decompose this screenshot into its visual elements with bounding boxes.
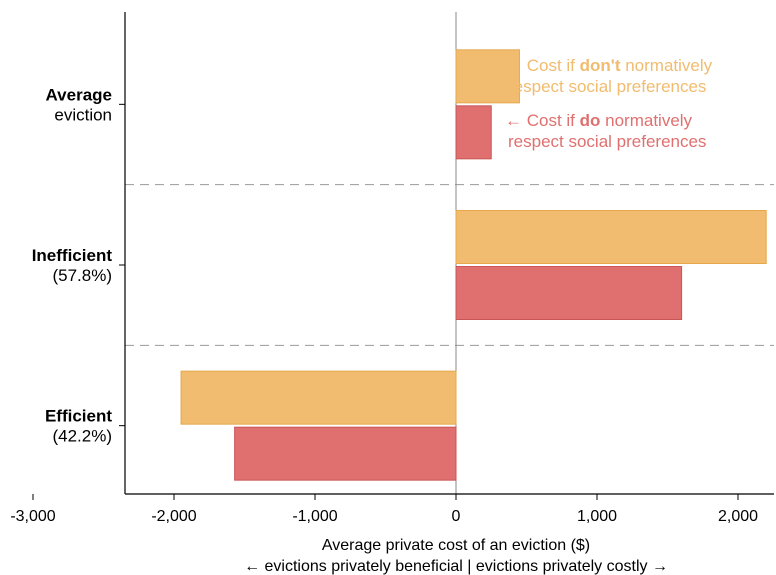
bar [455,49,520,104]
bar [234,426,457,481]
x-axis-title: Average private cost of an eviction ($) [322,537,590,554]
x-tick-label: 0 [452,508,461,525]
category-label: Average [46,85,112,104]
x-ticks: -4,000-3,000-2,000-1,00001,0002,0003,000… [10,494,758,525]
bars [180,49,767,481]
x-tick-label: -3,000 [10,508,55,525]
category-label: Inefficient [32,246,113,265]
category-sublabel: (42.2%) [52,427,112,446]
category-label: Efficient [45,407,112,426]
x-axis-subtitle: ← evictions privately beneficial | evict… [244,558,668,575]
bar [455,210,767,264]
category-sublabel: eviction [54,105,112,124]
bar [455,266,683,320]
annotations: ← Cost if don't normatively respect socia… [505,56,713,151]
annotation-line2: respect social preferences [508,132,706,151]
annotation-line2: respect social preferences [508,77,706,96]
x-tick-label: -2,000 [151,508,196,525]
x-tick-label: -1,000 [292,508,337,525]
category-sublabel: (57.8%) [52,266,112,285]
group-separators [125,184,774,346]
x-tick-label: 2,000 [718,508,758,525]
annotation-line1: ← Cost if do normatively [505,111,693,130]
bar [180,370,457,425]
x-tick-label: 1,000 [577,508,617,525]
annotation-line1: ← Cost if don't normatively [505,56,713,75]
bar [455,105,492,160]
